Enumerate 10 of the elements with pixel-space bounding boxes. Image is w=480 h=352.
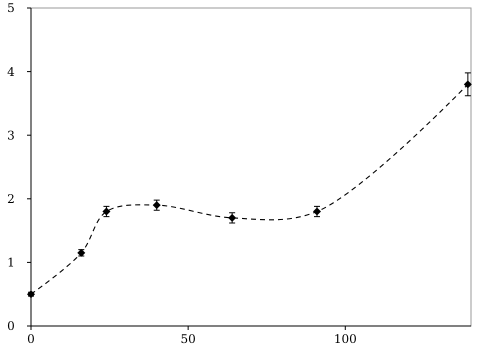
x-tick-label: 100: [334, 332, 357, 346]
point: [464, 80, 472, 88]
y-tick-label: 3: [7, 128, 15, 142]
y-tick-label: 0: [7, 319, 15, 334]
x-tick-label: 50: [180, 332, 196, 346]
x-tick-label: 0: [27, 332, 35, 346]
y-tick-label: 2: [7, 192, 15, 206]
y-tick-label: 4: [7, 64, 16, 79]
y-tick-label: 5: [7, 1, 15, 16]
y-tick-label: 1: [7, 256, 15, 270]
